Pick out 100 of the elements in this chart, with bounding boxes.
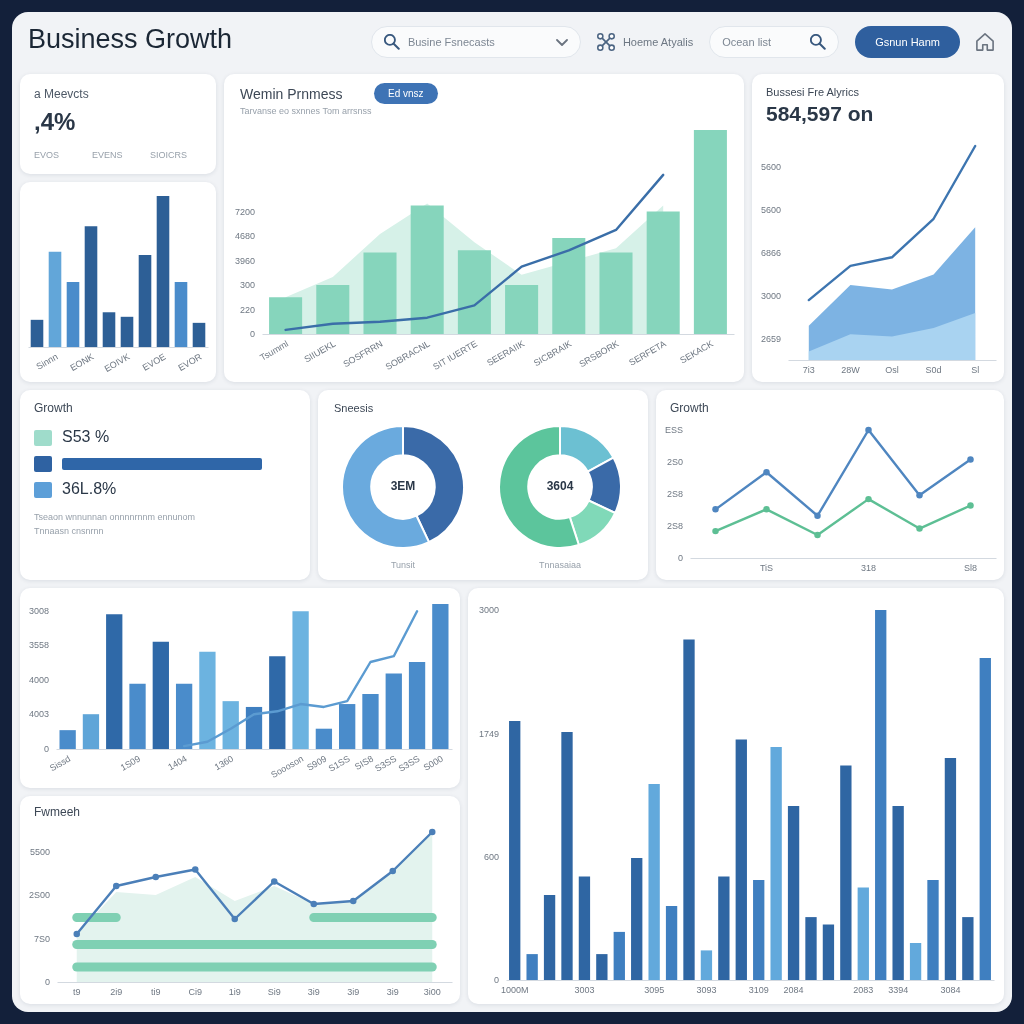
bar: [315, 728, 333, 749]
bar: [48, 251, 62, 347]
x-tick-label: Sl8: [963, 562, 978, 573]
text: 600: [483, 851, 499, 862]
bar: [245, 706, 263, 749]
text: EVENS: [92, 150, 123, 161]
bar: [693, 130, 727, 334]
bar: [631, 857, 643, 980]
text: Business Growth: [28, 24, 233, 56]
text: 300: [239, 280, 255, 291]
point: [389, 867, 396, 875]
bar: [152, 641, 169, 749]
text: ,4%: [34, 108, 76, 136]
point: [231, 915, 238, 923]
x-tick-label: S000: [421, 753, 445, 773]
x-tick-label: 1360: [212, 753, 236, 773]
bar: [770, 746, 782, 980]
bar: [222, 701, 239, 749]
point: [429, 828, 436, 836]
x-tick-label: S0d: [925, 364, 942, 375]
bar: [683, 639, 695, 980]
x-tick-label: 3394: [888, 984, 909, 995]
x-tick-label: 3109: [748, 984, 769, 995]
point: [967, 456, 974, 463]
text: 0: [493, 975, 499, 985]
bar: [410, 205, 444, 334]
text: 5600: [760, 162, 781, 173]
point: [814, 531, 821, 539]
text: 1749: [478, 728, 499, 739]
point: [152, 873, 159, 881]
x-tick-label: 3i00: [423, 986, 441, 997]
x-tick-label: 1S09: [118, 753, 143, 773]
text: 3604: [545, 479, 575, 494]
x-tick-label: 2i9: [110, 986, 123, 997]
bar: [599, 252, 633, 334]
bar: [432, 604, 449, 749]
bar: [192, 322, 206, 347]
bar: [646, 211, 680, 334]
bar: [175, 683, 193, 749]
x-tick-label: S909: [305, 753, 329, 773]
x-tick-label: 7i3: [802, 364, 815, 375]
x-tick-label: SIS8: [353, 753, 375, 773]
x-tick-label: 1000M: [500, 984, 529, 995]
x-tick-label: 3003: [574, 984, 595, 995]
text: 2S00: [28, 890, 50, 900]
text: Growth: [34, 401, 73, 416]
bar: [316, 285, 350, 334]
bar: [156, 196, 170, 347]
text: EVOS: [34, 150, 60, 161]
bar: [174, 282, 188, 347]
bar: [979, 658, 991, 980]
bar: [66, 282, 80, 347]
text: SIOICRS: [150, 150, 188, 161]
point: [865, 426, 872, 434]
text: 4000: [28, 674, 49, 685]
x-tick-label: 2084: [783, 984, 804, 995]
bar: [339, 704, 356, 749]
point: [763, 469, 770, 476]
button: Ed vnsz: [374, 83, 438, 104]
bar: [292, 611, 309, 749]
text: 2S8: [666, 521, 683, 531]
bar: [596, 954, 608, 980]
bar: [552, 238, 586, 334]
bar: [82, 714, 100, 749]
text: Tnnaasn cnsnrnn: [34, 526, 104, 537]
point: [271, 878, 278, 885]
x-tick-label: Osl: [885, 364, 899, 375]
bar: [805, 917, 817, 980]
text: 3EM: [389, 479, 417, 494]
bar: [59, 730, 76, 749]
bar: [102, 312, 116, 347]
bar: [120, 316, 134, 347]
x-tick-label: 3084: [940, 984, 961, 995]
bar: [385, 673, 402, 749]
bar: [509, 721, 521, 980]
bar: [578, 876, 591, 980]
x-tick-label: 2083: [853, 984, 874, 995]
bar: [857, 887, 869, 980]
point: [865, 495, 872, 503]
button: Gsnun Hanm: [855, 26, 960, 58]
text: 3558: [28, 640, 49, 651]
bar: [665, 906, 678, 980]
text: ESS: [664, 425, 683, 435]
x-tick-label: 1i9: [228, 986, 241, 997]
bar: [199, 651, 216, 749]
x-tick-label: S1SS: [326, 753, 352, 774]
point: [814, 512, 821, 519]
x-tick-label: Sinnn: [34, 351, 60, 372]
bar: [505, 285, 539, 334]
x-tick-label: S3SS: [373, 753, 399, 774]
bar: [129, 683, 146, 749]
bar: [909, 943, 922, 980]
bar: [875, 610, 887, 980]
x-tick-label: 3093: [696, 984, 717, 995]
bar: [106, 614, 123, 749]
bar: [138, 254, 152, 347]
x-tick-label: 3095: [644, 984, 665, 995]
text: Tnnasaiaa: [538, 560, 582, 571]
bar: [753, 880, 765, 980]
point: [113, 882, 120, 890]
